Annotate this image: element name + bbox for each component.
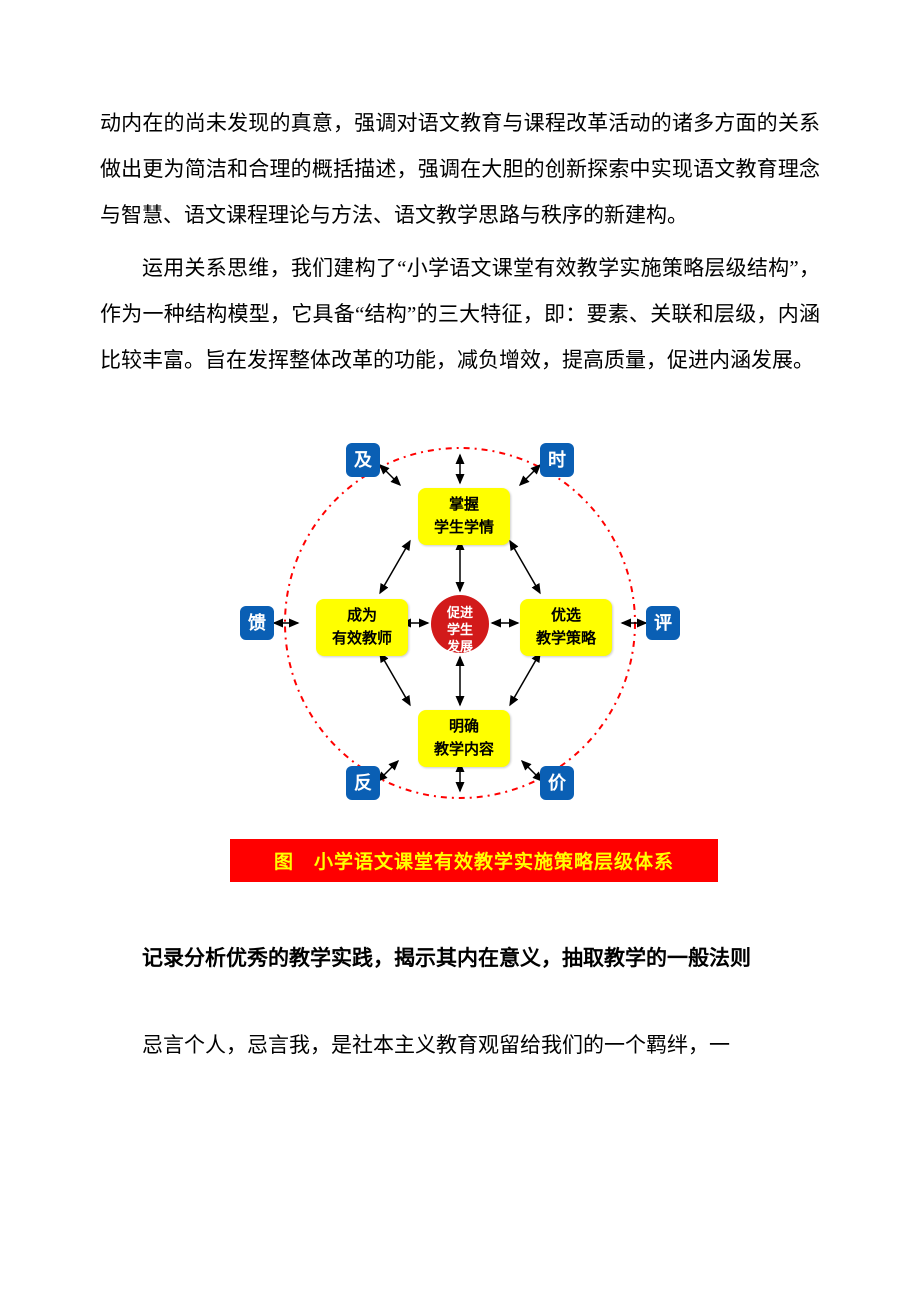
diagram-caption: 图 小学语文课堂有效教学实施策略层级体系 (230, 839, 718, 882)
outer-box-ji: 及 (346, 443, 380, 477)
outer-box-jia: 价 (540, 766, 574, 800)
outer-box-kui: 馈 (240, 606, 274, 640)
yellow-top-line2: 学生学情 (422, 517, 506, 540)
yellow-right-line1: 优选 (524, 605, 608, 628)
yellow-box-right: 优选 教学策略 (520, 599, 612, 656)
paragraph-2: 运用关系思维，我们建构了“小学语文课堂有效教学实施策略层级结构”，作为一种结构模… (100, 245, 820, 384)
paragraph-1: 动内在的尚未发现的真意，强调对语文教育与课程改革活动的诸多方面的关系做出更为简洁… (100, 100, 820, 239)
document-page: 动内在的尚未发现的真意，强调对语文教育与课程改革活动的诸多方面的关系做出更为简洁… (0, 0, 920, 1134)
yellow-bottom-line2: 教学内容 (422, 739, 506, 762)
yellow-bottom-line1: 明确 (422, 716, 506, 739)
section-heading: 记录分析优秀的教学实践，揭示其内在意义，抽取教学的一般法则 (100, 942, 820, 972)
paragraph-3: 忌言个人，忌言我，是社本主义教育观留给我们的一个羁绊，一 (100, 1022, 820, 1068)
yellow-box-left: 成为 有效教师 (316, 599, 408, 656)
outer-box-ping: 评 (646, 606, 680, 640)
yellow-top-line1: 掌握 (422, 494, 506, 517)
center-line3: 发展 (431, 639, 489, 656)
outer-box-shi: 时 (540, 443, 574, 477)
center-oval: 促进 学生 发展 (431, 595, 489, 653)
center-line1: 促进 (431, 605, 489, 622)
center-line2: 学生 (431, 622, 489, 639)
yellow-left-line1: 成为 (320, 605, 404, 628)
yellow-left-line2: 有效教师 (320, 628, 404, 651)
yellow-right-line2: 教学策略 (524, 628, 608, 651)
yellow-box-top: 掌握 学生学情 (418, 488, 510, 545)
diagram-canvas: 及 时 评 价 反 馈 掌握 学生学情 优选 教学策略 明确 教学内容 成为 有… (230, 413, 690, 833)
outer-box-fan: 反 (346, 766, 380, 800)
yellow-box-bottom: 明确 教学内容 (418, 710, 510, 767)
strategy-diagram: 及 时 评 价 反 馈 掌握 学生学情 优选 教学策略 明确 教学内容 成为 有… (230, 413, 690, 882)
